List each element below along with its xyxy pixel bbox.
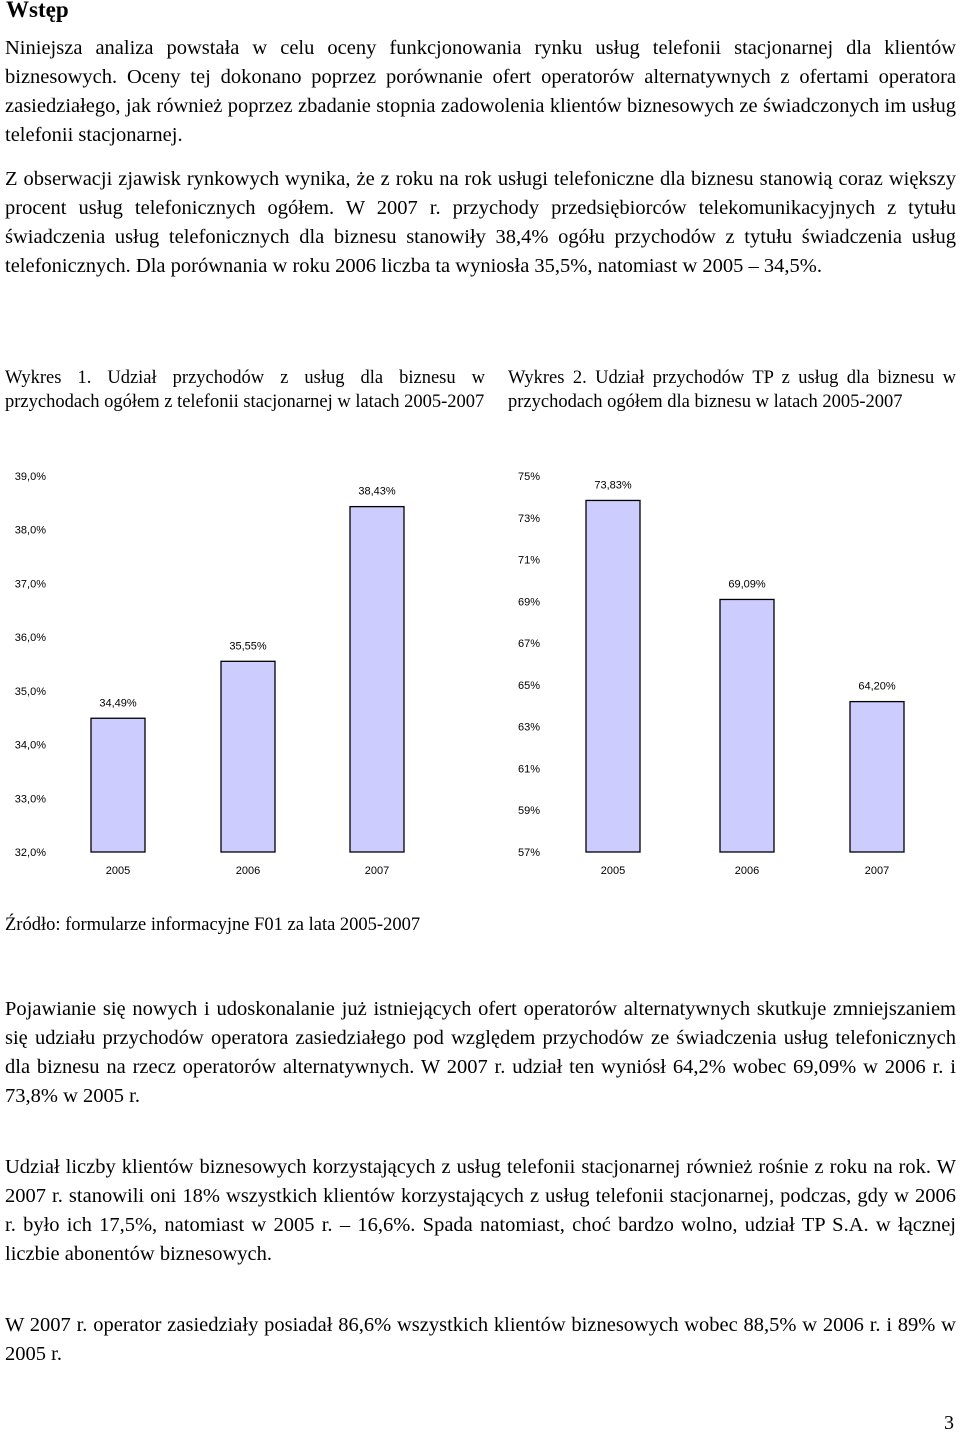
x-tick-label: 2005 xyxy=(106,865,130,877)
data-label: 34,49% xyxy=(99,697,137,709)
data-label: 35,55% xyxy=(229,640,267,652)
chart-1-caption: Wykres 1. Udział przychodów z usług dla … xyxy=(5,368,485,412)
chart-1: 39,0% 38,0% 37,0% 36,0% 35,0% 34,0% 33,0% 32,0%… xyxy=(15,471,405,877)
page-number: 3 xyxy=(944,1412,954,1434)
y-tick-label: 57% xyxy=(518,847,540,859)
y-tick-label: 71% xyxy=(518,555,540,567)
y-tick-label: 63% xyxy=(518,722,540,734)
bar-2006 xyxy=(220,660,276,853)
operators-paragraph: Pojawianie się nowych i udoskonalanie ju… xyxy=(5,998,956,1107)
incumbent-paragraph: W 2007 r. operator zasiedziały posiadał … xyxy=(5,1314,956,1365)
data-label: 64,20% xyxy=(858,681,896,693)
y-tick-label: 69% xyxy=(518,596,540,608)
data-label: 38,43% xyxy=(358,486,396,498)
x-tick-label: 2006 xyxy=(236,865,260,877)
y-tick-label: 38,0% xyxy=(15,525,46,537)
y-tick-label: 35,0% xyxy=(15,686,46,698)
bar-2007 xyxy=(349,505,405,853)
y-tick-label: 73% xyxy=(518,513,540,525)
bar-2005 xyxy=(90,717,146,853)
intro-paragraph: Niniejsza analiza powstała w celu oceny … xyxy=(5,37,956,146)
x-tick-label: 2007 xyxy=(865,865,889,877)
bar-2005 xyxy=(585,499,641,853)
y-tick-label: 32,0% xyxy=(15,847,46,859)
section-heading: Wstęp xyxy=(6,0,69,22)
observation-paragraph: Z obserwacji zjawisk rynkowych wynika, ż… xyxy=(5,168,956,277)
x-tick-label: 2007 xyxy=(365,865,389,877)
y-tick-label: 36,0% xyxy=(15,632,46,644)
chart-2: 75% 73% 71% 69% 67% 65% 63% 61% 59% 57% 73,83% 2005… xyxy=(518,471,905,877)
source-note: Źródło: formularze informacyjne F01 za l… xyxy=(5,915,421,935)
y-tick-label: 59% xyxy=(518,805,540,817)
chart-2-caption: Wykres 2. Udział przychodów TP z usług d… xyxy=(508,368,956,412)
y-tick-label: 33,0% xyxy=(15,793,46,805)
y-tick-label: 39,0% xyxy=(15,471,46,483)
x-tick-label: 2005 xyxy=(601,865,625,877)
y-tick-label: 65% xyxy=(518,680,540,692)
bar-2007 xyxy=(849,700,905,853)
y-tick-label: 67% xyxy=(518,638,540,650)
y-tick-label: 75% xyxy=(518,471,540,483)
data-label: 73,83% xyxy=(594,479,632,491)
data-label: 69,09% xyxy=(728,578,766,590)
y-tick-label: 37,0% xyxy=(15,578,46,590)
x-tick-label: 2006 xyxy=(735,865,759,877)
clients-paragraph: Udział liczby klientów biznesowych korzy… xyxy=(5,1156,956,1265)
y-tick-label: 34,0% xyxy=(15,740,46,752)
y-tick-label: 61% xyxy=(518,763,540,775)
bar-2006 xyxy=(719,598,775,853)
